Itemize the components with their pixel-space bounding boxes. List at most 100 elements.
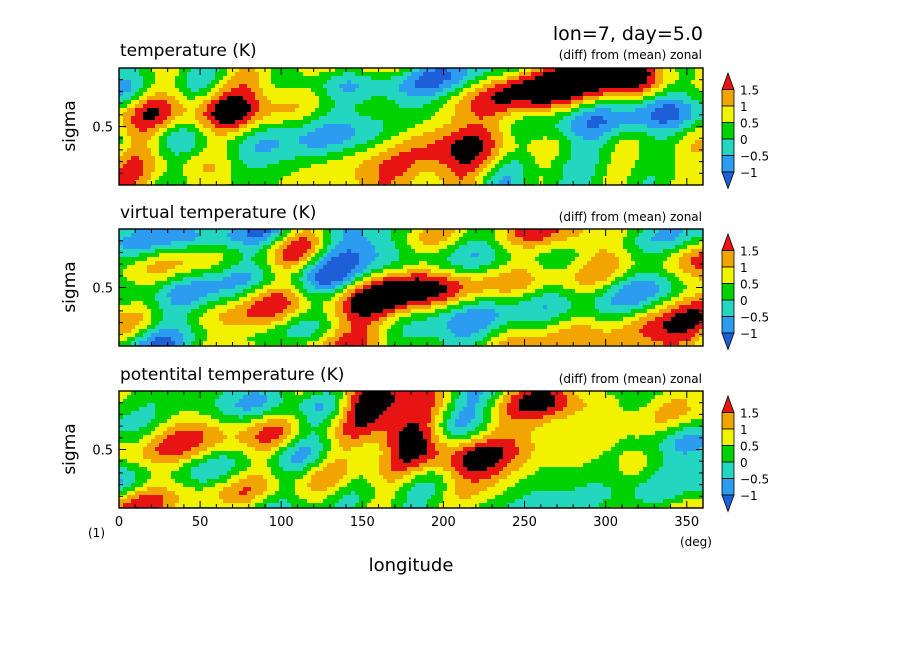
field-cell bbox=[439, 108, 444, 113]
field-cell bbox=[491, 140, 496, 145]
field-cell bbox=[191, 104, 196, 109]
field-cell bbox=[675, 128, 680, 133]
field-cell bbox=[643, 88, 648, 93]
field-cell bbox=[135, 180, 140, 185]
field-cell bbox=[407, 72, 412, 77]
field-cell bbox=[339, 100, 344, 105]
field-cell bbox=[579, 140, 584, 145]
field-cell bbox=[591, 76, 596, 81]
field-cell bbox=[331, 80, 336, 85]
field-cell bbox=[259, 96, 264, 101]
field-cell bbox=[299, 112, 304, 117]
field-cell bbox=[575, 148, 580, 153]
field-cell bbox=[431, 100, 436, 105]
field-cell bbox=[559, 140, 564, 145]
field-cell bbox=[663, 76, 668, 81]
field-cell bbox=[691, 144, 696, 149]
field-cell bbox=[359, 168, 364, 173]
field-cell bbox=[275, 80, 280, 85]
field-cell bbox=[287, 84, 292, 89]
field-cell bbox=[247, 160, 252, 165]
field-cell bbox=[215, 68, 220, 73]
field-cell bbox=[547, 76, 552, 81]
field-cell bbox=[459, 136, 464, 141]
field-cell bbox=[139, 104, 144, 109]
field-cell bbox=[387, 140, 392, 145]
field-cell bbox=[147, 233, 152, 238]
field-cell bbox=[607, 168, 612, 173]
field-cell bbox=[519, 229, 524, 234]
field-cell bbox=[431, 132, 436, 137]
field-cell bbox=[123, 160, 128, 165]
field-cell bbox=[635, 176, 640, 181]
field-cell bbox=[543, 164, 548, 169]
field-cell bbox=[347, 172, 352, 177]
field-cell bbox=[555, 124, 560, 129]
field-cell bbox=[271, 180, 276, 185]
field-cell bbox=[267, 128, 272, 133]
field-cell bbox=[223, 168, 228, 173]
field-cell bbox=[507, 229, 512, 234]
field-cell bbox=[399, 76, 404, 81]
field-cell bbox=[451, 108, 456, 113]
field-cell bbox=[411, 164, 416, 169]
field-cell bbox=[599, 229, 604, 234]
field-cell bbox=[519, 80, 524, 85]
field-cell bbox=[363, 148, 368, 153]
field-cell bbox=[619, 100, 624, 105]
field-cell bbox=[159, 120, 164, 125]
field-cell bbox=[659, 124, 664, 129]
field-cell bbox=[635, 88, 640, 93]
field-cell bbox=[123, 128, 128, 133]
field-cell bbox=[299, 128, 304, 133]
field-cell bbox=[523, 148, 528, 153]
field-cell bbox=[323, 144, 328, 149]
field-cell bbox=[171, 156, 176, 161]
field-cell bbox=[167, 152, 172, 157]
field-cell bbox=[407, 84, 412, 89]
field-cell bbox=[359, 124, 364, 129]
field-cell bbox=[523, 160, 528, 165]
field-cell bbox=[259, 92, 264, 97]
field-cell bbox=[231, 152, 236, 157]
field-cell bbox=[587, 233, 592, 238]
field-cell bbox=[199, 88, 204, 93]
field-cell bbox=[667, 68, 672, 73]
field-cell bbox=[199, 132, 204, 137]
field-cell bbox=[551, 108, 556, 113]
field-cell bbox=[147, 92, 152, 97]
field-cell bbox=[383, 120, 388, 125]
field-cell bbox=[319, 160, 324, 165]
field-cell bbox=[583, 120, 588, 125]
field-cell bbox=[347, 152, 352, 157]
field-cell bbox=[303, 92, 308, 97]
field-cell bbox=[231, 156, 236, 161]
field-cell bbox=[659, 68, 664, 73]
field-cell bbox=[363, 164, 368, 169]
field-cell bbox=[135, 176, 140, 181]
field-cell bbox=[659, 104, 664, 109]
field-cell bbox=[303, 116, 308, 121]
field-cell bbox=[619, 80, 624, 85]
field-cell bbox=[495, 229, 500, 234]
field-cell bbox=[555, 132, 560, 137]
field-cell bbox=[167, 116, 172, 121]
field-cell bbox=[223, 80, 228, 85]
field-cell bbox=[139, 241, 144, 246]
field-cell bbox=[355, 108, 360, 113]
field-cell bbox=[587, 156, 592, 161]
field-cell bbox=[155, 84, 160, 89]
field-cell bbox=[619, 233, 624, 238]
field-cell bbox=[591, 136, 596, 141]
field-cell bbox=[443, 100, 448, 105]
field-cell bbox=[503, 96, 508, 101]
field-cell bbox=[691, 156, 696, 161]
field-cell bbox=[543, 108, 548, 113]
field-cell bbox=[287, 68, 292, 73]
field-cell bbox=[695, 88, 700, 93]
field-cell bbox=[231, 229, 236, 234]
field-cell bbox=[683, 172, 688, 177]
field-cell bbox=[367, 84, 372, 89]
field-cell bbox=[243, 88, 248, 93]
field-cell bbox=[631, 124, 636, 129]
